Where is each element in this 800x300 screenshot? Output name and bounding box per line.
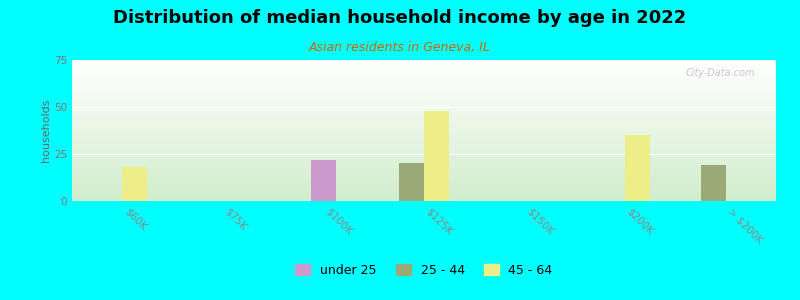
Bar — [311, 160, 336, 201]
Text: Distribution of median household income by age in 2022: Distribution of median household income … — [114, 9, 686, 27]
Bar — [424, 111, 449, 201]
Bar — [625, 135, 650, 201]
Text: City-Data.com: City-Data.com — [686, 68, 755, 79]
Text: Asian residents in Geneva, IL: Asian residents in Geneva, IL — [309, 40, 491, 53]
Legend: under 25, 25 - 44, 45 - 64: under 25, 25 - 44, 45 - 64 — [290, 259, 558, 282]
Y-axis label: households: households — [41, 99, 51, 162]
Bar — [399, 164, 424, 201]
Bar — [122, 167, 147, 201]
Bar — [701, 165, 726, 201]
